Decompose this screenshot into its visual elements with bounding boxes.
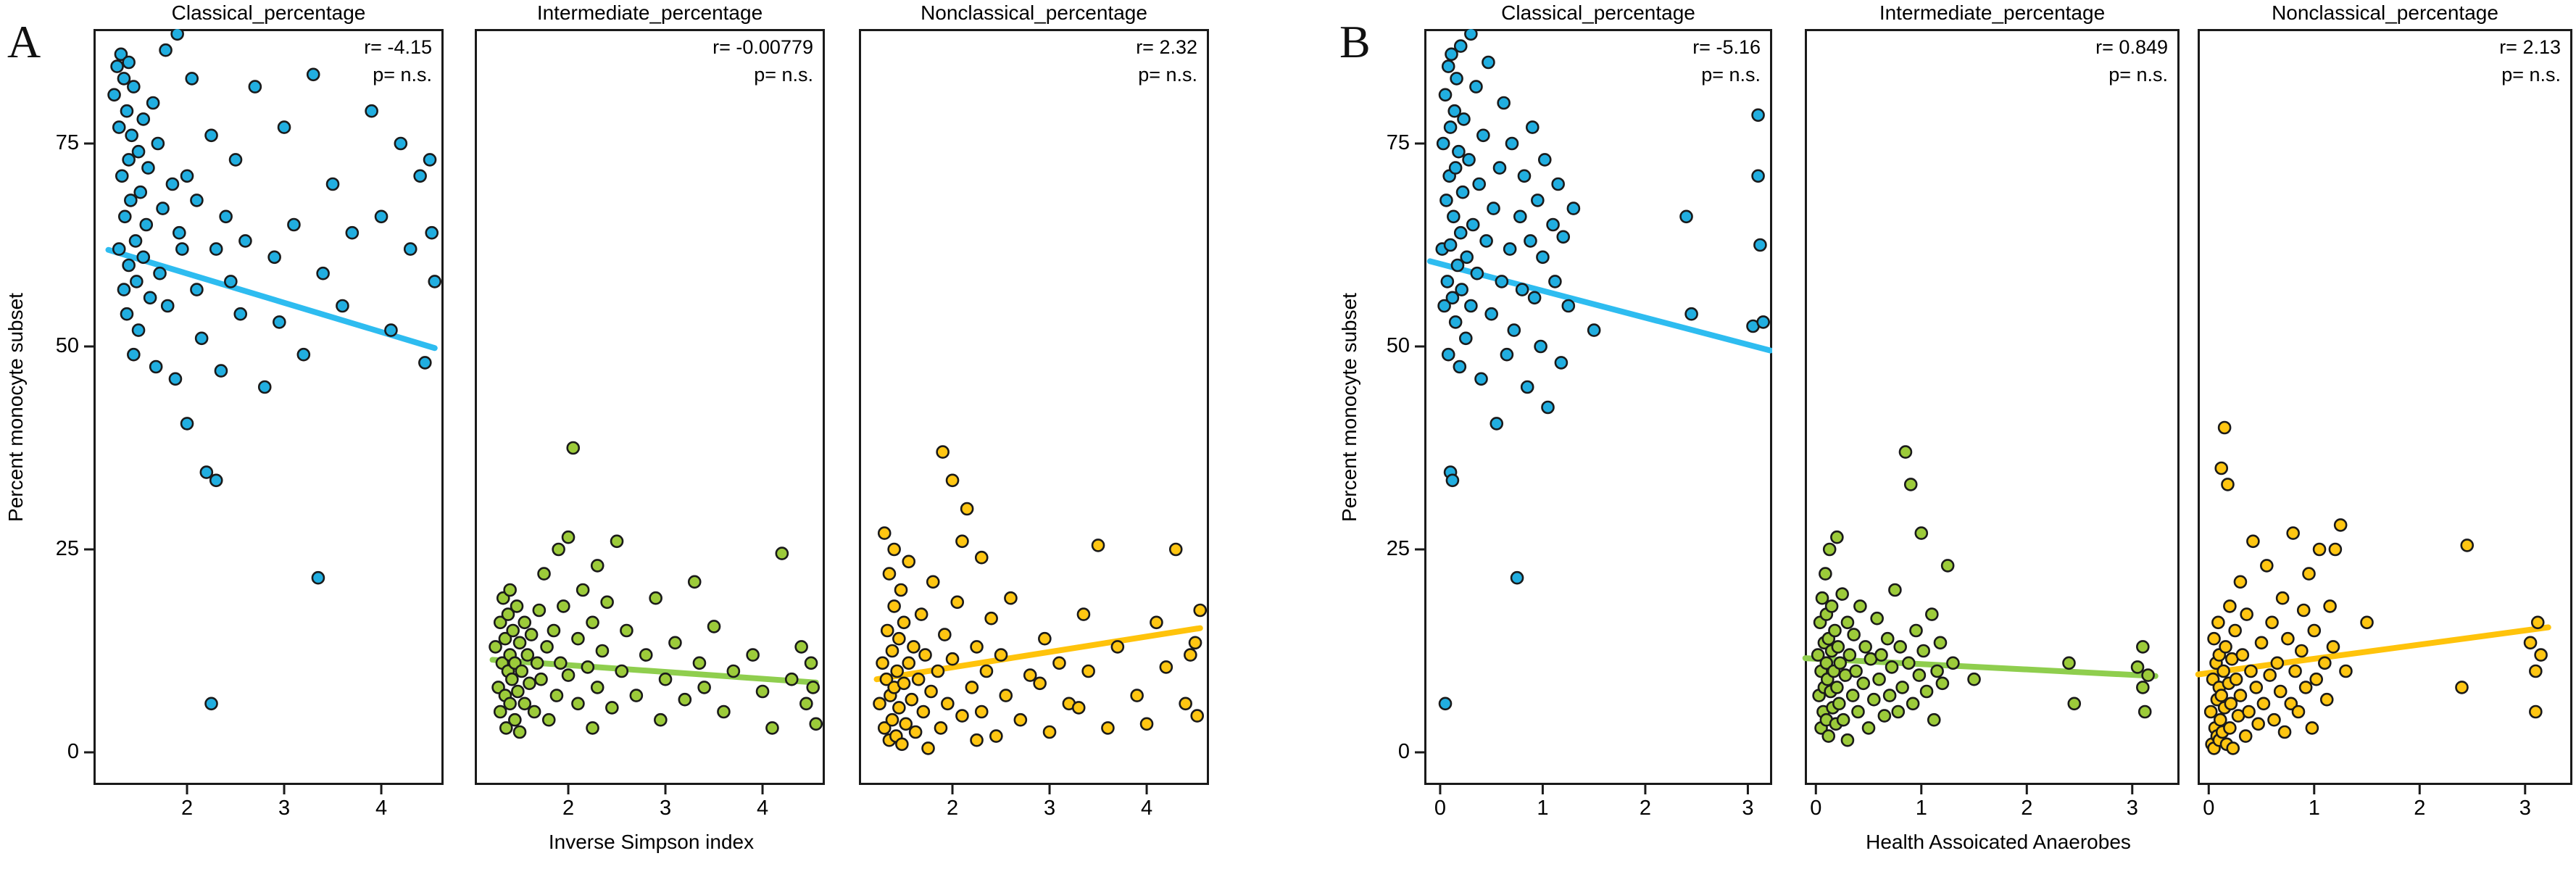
trend-line — [873, 625, 1203, 683]
p-value: p= n.s. — [2108, 64, 2168, 86]
panel-b-letter: B — [1339, 16, 1371, 67]
x-tick-label: 3 — [278, 797, 291, 820]
r-value: r= -5.16 — [1692, 36, 1761, 58]
scatter-plot-a-nonclassical — [859, 29, 1209, 794]
y-tick-label: 25 — [55, 537, 79, 560]
facet-title-a-nonclassical: Nonclassical_percentage — [921, 1, 1147, 24]
p-value: p= n.s. — [373, 64, 432, 86]
x-tick-label: 2 — [180, 797, 194, 820]
x-tick-label: 0 — [1810, 797, 1822, 820]
scatter-plot-b-classical — [1415, 29, 1772, 794]
r-value: r= 2.32 — [1136, 36, 1197, 58]
x-tick-label: 1 — [1537, 797, 1549, 820]
x-tick-label: 4 — [1140, 797, 1153, 820]
x-tick-label: 2 — [2021, 797, 2033, 820]
x-tick-label: 3 — [2126, 797, 2138, 820]
y-axis-label-b: Percent monocyte subset — [1338, 293, 1360, 522]
y-tick-marks — [1415, 142, 1424, 754]
plot-border — [2198, 29, 2572, 785]
scatter-plot-a-classical — [84, 29, 444, 794]
y-tick-marks — [84, 142, 94, 754]
plot-border — [1805, 29, 2180, 785]
trend-line — [1802, 655, 2159, 679]
y-axis-label-a: Percent monocyte subset — [4, 293, 27, 522]
x-tick-label: 3 — [1742, 797, 1754, 820]
stats-annotation: r= 2.32 p= n.s. — [859, 33, 1197, 88]
plot-border — [94, 29, 444, 785]
p-value: p= n.s. — [1701, 64, 1761, 86]
scatter-plot-b-nonclassical — [2195, 29, 2572, 794]
points-group — [1811, 445, 2155, 747]
trend-line — [1426, 258, 1772, 354]
x-tick-marks — [186, 785, 383, 794]
trend-line — [105, 246, 438, 352]
r-value: r= -0.00779 — [712, 36, 813, 58]
trend-line — [2195, 624, 2551, 678]
p-value: p= n.s. — [754, 64, 813, 86]
x-tick-marks — [1814, 785, 2134, 794]
scatter-plot-a-intermediate — [475, 29, 825, 794]
points-group — [1435, 29, 1770, 711]
stats-annotation: r= -4.15 p= n.s. — [94, 33, 432, 88]
x-tick-marks — [2207, 785, 2527, 794]
scatter-plot-b-intermediate — [1802, 29, 2180, 794]
x-axis-label-b: Health Assoicated Anaerobes — [1866, 831, 2131, 853]
x-tick-label: 2 — [1639, 797, 1651, 820]
facet-title-b-nonclassical: Nonclassical_percentage — [2272, 1, 2498, 24]
y-tick-label: 50 — [55, 334, 79, 357]
plot-border — [859, 29, 1209, 785]
x-tick-label: 0 — [1434, 797, 1446, 820]
p-value: p= n.s. — [1138, 64, 1197, 86]
y-tick-label: 25 — [1386, 537, 1410, 560]
points-group — [873, 445, 1208, 755]
x-tick-label: 3 — [659, 797, 672, 820]
y-tick-label: 0 — [1397, 740, 1410, 763]
x-axis-label-a: Inverse Simpson index — [548, 831, 755, 853]
r-value: r= 2.13 — [2499, 36, 2561, 58]
x-tick-label: 3 — [1043, 797, 1056, 820]
p-value: p= n.s. — [2501, 64, 2561, 86]
facet-title-a-classical: Classical_percentage — [171, 1, 366, 24]
y-tick-label: 0 — [67, 740, 79, 763]
r-value: r= -4.15 — [364, 36, 432, 58]
x-tick-label: 0 — [2203, 797, 2215, 820]
stats-annotation: r= -5.16 p= n.s. — [1424, 33, 1761, 88]
x-tick-marks — [1439, 785, 1749, 794]
y-tick-label: 75 — [1386, 131, 1410, 154]
points-group — [489, 441, 823, 739]
panel-a-letter: A — [7, 16, 41, 67]
y-tick-label: 50 — [1386, 334, 1410, 357]
x-tick-label: 1 — [1915, 797, 1927, 820]
trend-line — [489, 657, 819, 686]
plot-border — [1424, 29, 1772, 785]
x-tick-label: 2 — [2414, 797, 2426, 820]
x-tick-label: 1 — [2308, 797, 2320, 820]
points-group — [107, 29, 442, 711]
r-value: r= 0.849 — [2095, 36, 2168, 58]
plot-border — [475, 29, 825, 785]
x-tick-marks — [951, 785, 1148, 794]
x-tick-marks — [567, 785, 764, 794]
x-tick-label: 2 — [562, 797, 575, 820]
y-tick-label: 75 — [55, 131, 79, 154]
stats-annotation: r= 2.13 p= n.s. — [2198, 33, 2561, 88]
facet-title-b-intermediate: Intermediate_percentage — [1879, 1, 2106, 24]
facet-title-b-classical: Classical_percentage — [1501, 1, 1695, 24]
x-tick-label: 3 — [2519, 797, 2531, 820]
x-tick-label: 4 — [756, 797, 769, 820]
x-tick-label: 4 — [375, 797, 388, 820]
stats-annotation: r= 0.849 p= n.s. — [1805, 33, 2168, 88]
stats-annotation: r= -0.00779 p= n.s. — [475, 33, 813, 88]
points-group — [2203, 420, 2548, 755]
facet-title-a-intermediate: Intermediate_percentage — [536, 1, 763, 24]
x-tick-label: 2 — [946, 797, 959, 820]
